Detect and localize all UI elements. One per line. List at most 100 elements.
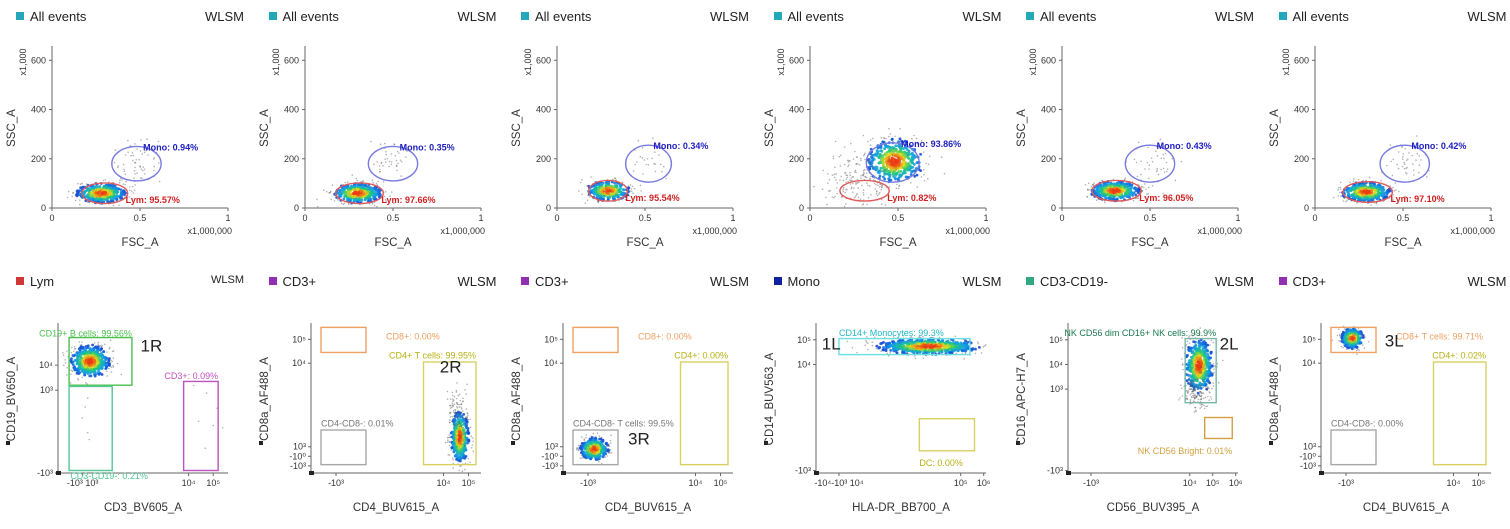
event-dot xyxy=(864,176,866,178)
event-dot xyxy=(845,188,848,191)
event-dot xyxy=(86,188,90,192)
event-dot xyxy=(1092,184,1095,186)
event-dot xyxy=(901,334,904,337)
event-dot xyxy=(461,416,463,419)
population-color-swatch xyxy=(268,12,277,20)
gate-ellipse xyxy=(1124,144,1176,183)
event-dot xyxy=(112,350,115,352)
gate-label: Lym: 97.66% xyxy=(381,195,435,205)
event-dot xyxy=(1148,164,1151,166)
event-dot xyxy=(1095,188,1099,192)
event-dot xyxy=(654,170,657,173)
event-dot xyxy=(115,187,119,190)
event-dot xyxy=(117,166,119,169)
event-dot xyxy=(894,172,898,176)
event-dot xyxy=(348,193,352,196)
event-dot xyxy=(95,194,99,198)
event-dot xyxy=(866,140,869,143)
event-dot xyxy=(112,357,115,359)
event-dot xyxy=(862,203,864,205)
event-dot xyxy=(872,179,874,181)
event-dot xyxy=(1122,182,1126,186)
event-dot xyxy=(849,142,852,145)
event-dot xyxy=(371,192,375,195)
event-dot xyxy=(1393,190,1395,192)
y-tick-label: 0 xyxy=(798,203,803,213)
event-dot xyxy=(612,195,616,199)
event-dot xyxy=(1351,184,1355,188)
event-dot xyxy=(1156,169,1159,171)
event-dot xyxy=(88,350,92,354)
event-dot xyxy=(73,350,75,353)
event-dot xyxy=(884,169,887,172)
event-dot xyxy=(153,148,156,151)
event-dot xyxy=(109,361,112,364)
event-dot xyxy=(1379,187,1383,191)
event-dot xyxy=(111,360,114,363)
x-tick-label: 1 xyxy=(225,213,230,223)
x-tick-label: 0 xyxy=(1059,213,1064,223)
event-dot xyxy=(627,194,629,197)
event-dot xyxy=(455,422,459,426)
event-dot xyxy=(850,187,852,190)
event-dot xyxy=(1401,156,1404,158)
event-dot xyxy=(831,174,833,176)
data-source-label: WLSM xyxy=(211,274,244,286)
event-dot xyxy=(450,449,452,451)
y-axis-label: SSC_A xyxy=(764,109,776,147)
event-dot xyxy=(846,180,849,183)
event-dot xyxy=(132,192,135,194)
event-dot xyxy=(1389,160,1392,163)
event-dot xyxy=(844,181,847,184)
event-dot xyxy=(854,183,857,185)
event-dot xyxy=(868,185,871,187)
event-dot xyxy=(646,158,649,160)
event-dot xyxy=(397,152,400,154)
y-tick-label: 400 xyxy=(1293,105,1308,115)
event-dot xyxy=(862,169,864,172)
event-dot xyxy=(158,162,160,164)
event-dots xyxy=(62,330,224,449)
event-dot xyxy=(393,143,395,146)
event-dot xyxy=(1361,193,1365,197)
event-dot xyxy=(592,432,595,435)
event-dot xyxy=(463,422,467,426)
event-dot xyxy=(899,173,903,177)
y-tick-label: 200 xyxy=(1293,154,1308,164)
x-tick-label: 0 xyxy=(1312,213,1317,223)
event-dot xyxy=(1125,182,1129,186)
event-dot xyxy=(95,350,99,353)
event-dot xyxy=(1384,195,1388,199)
event-dot xyxy=(133,177,135,180)
event-dot xyxy=(1419,159,1422,161)
x-tick-label: -10³ xyxy=(580,478,596,488)
event-dot xyxy=(910,169,914,173)
event-dot xyxy=(577,448,580,451)
event-dot xyxy=(466,431,470,435)
event-dot xyxy=(832,155,834,158)
event-dot xyxy=(355,179,358,182)
event-dot xyxy=(91,343,94,347)
event-dot xyxy=(462,422,465,424)
event-dot xyxy=(359,189,363,193)
event-dot xyxy=(854,169,856,172)
event-dot xyxy=(912,134,915,137)
event-dot xyxy=(1372,182,1376,186)
event-dot xyxy=(581,436,583,438)
gate-label: Mono: 0.94% xyxy=(143,142,198,152)
event-dot xyxy=(663,165,665,168)
event-dot xyxy=(619,184,623,188)
event-dot xyxy=(904,146,908,150)
event-dot xyxy=(1171,157,1173,160)
event-dot xyxy=(466,412,468,415)
event-dot xyxy=(454,445,458,449)
event-dot xyxy=(614,177,616,179)
event-dot xyxy=(453,408,456,411)
event-dot xyxy=(609,449,611,451)
event-dot xyxy=(915,173,918,177)
event-dot xyxy=(1128,196,1131,199)
event-dot xyxy=(361,185,365,189)
event-dot xyxy=(460,403,462,405)
event-dot xyxy=(887,149,891,152)
event-dot xyxy=(124,154,127,156)
